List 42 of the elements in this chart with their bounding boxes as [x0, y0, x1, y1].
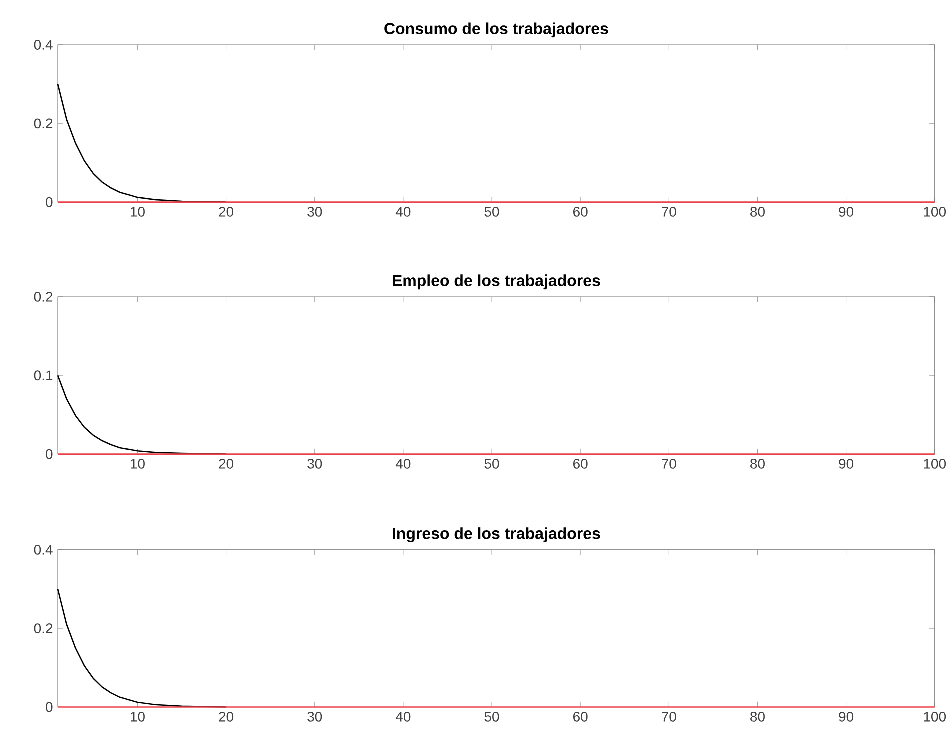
x-tick-label: 30: [308, 712, 322, 722]
y-tick-label: 0.4: [34, 40, 53, 50]
x-tick-label: 100: [924, 459, 946, 469]
x-tick-label: 40: [396, 207, 411, 217]
y-tick-label: 0.4: [34, 545, 53, 555]
x-tick-label: 90: [839, 712, 854, 722]
y-tick-label: 0: [46, 702, 53, 712]
x-tick-label: 30: [308, 207, 322, 217]
x-tick-label: 40: [396, 712, 411, 722]
x-tick-label: 80: [750, 207, 765, 217]
x-tick-label: 20: [219, 459, 234, 469]
x-tick-label: 90: [839, 459, 854, 469]
y-tick-label: 0.2: [34, 118, 53, 129]
x-tick-label: 20: [219, 712, 234, 722]
x-tick-label: 100: [924, 207, 946, 217]
x-tick-label: 50: [484, 712, 500, 722]
x-tick-label: 10: [130, 207, 145, 217]
x-tick-label: 70: [662, 712, 676, 722]
chart-title: Consumo de los trabajadores: [384, 22, 608, 38]
x-tick-label: 10: [130, 459, 145, 469]
y-tick-label: 0.2: [34, 624, 53, 634]
x-tick-label: 40: [396, 459, 411, 469]
x-tick-label: 80: [750, 459, 765, 469]
x-tick-label: 70: [662, 459, 676, 469]
x-tick-label: 100: [924, 712, 946, 722]
x-tick-label: 30: [308, 459, 322, 469]
x-tick-label: 80: [750, 712, 765, 722]
y-tick-label: 0: [46, 449, 53, 460]
x-tick-label: 60: [574, 207, 588, 217]
y-tick-label: 0: [46, 197, 53, 208]
x-tick-label: 60: [574, 712, 588, 722]
x-tick-label: 50: [484, 207, 500, 217]
x-tick-label: 70: [662, 207, 676, 217]
chart-title: Empleo de los trabajadores: [393, 274, 600, 290]
x-tick-label: 10: [130, 712, 145, 722]
x-tick-label: 60: [574, 459, 588, 469]
x-tick-label: 20: [219, 207, 234, 217]
x-tick-label: 50: [484, 459, 500, 469]
x-tick-label: 90: [839, 207, 854, 217]
y-tick-label: 0.1: [34, 370, 53, 381]
y-tick-label: 0.2: [34, 292, 53, 302]
chart-title: Ingreso de los trabajadores: [393, 528, 600, 543]
